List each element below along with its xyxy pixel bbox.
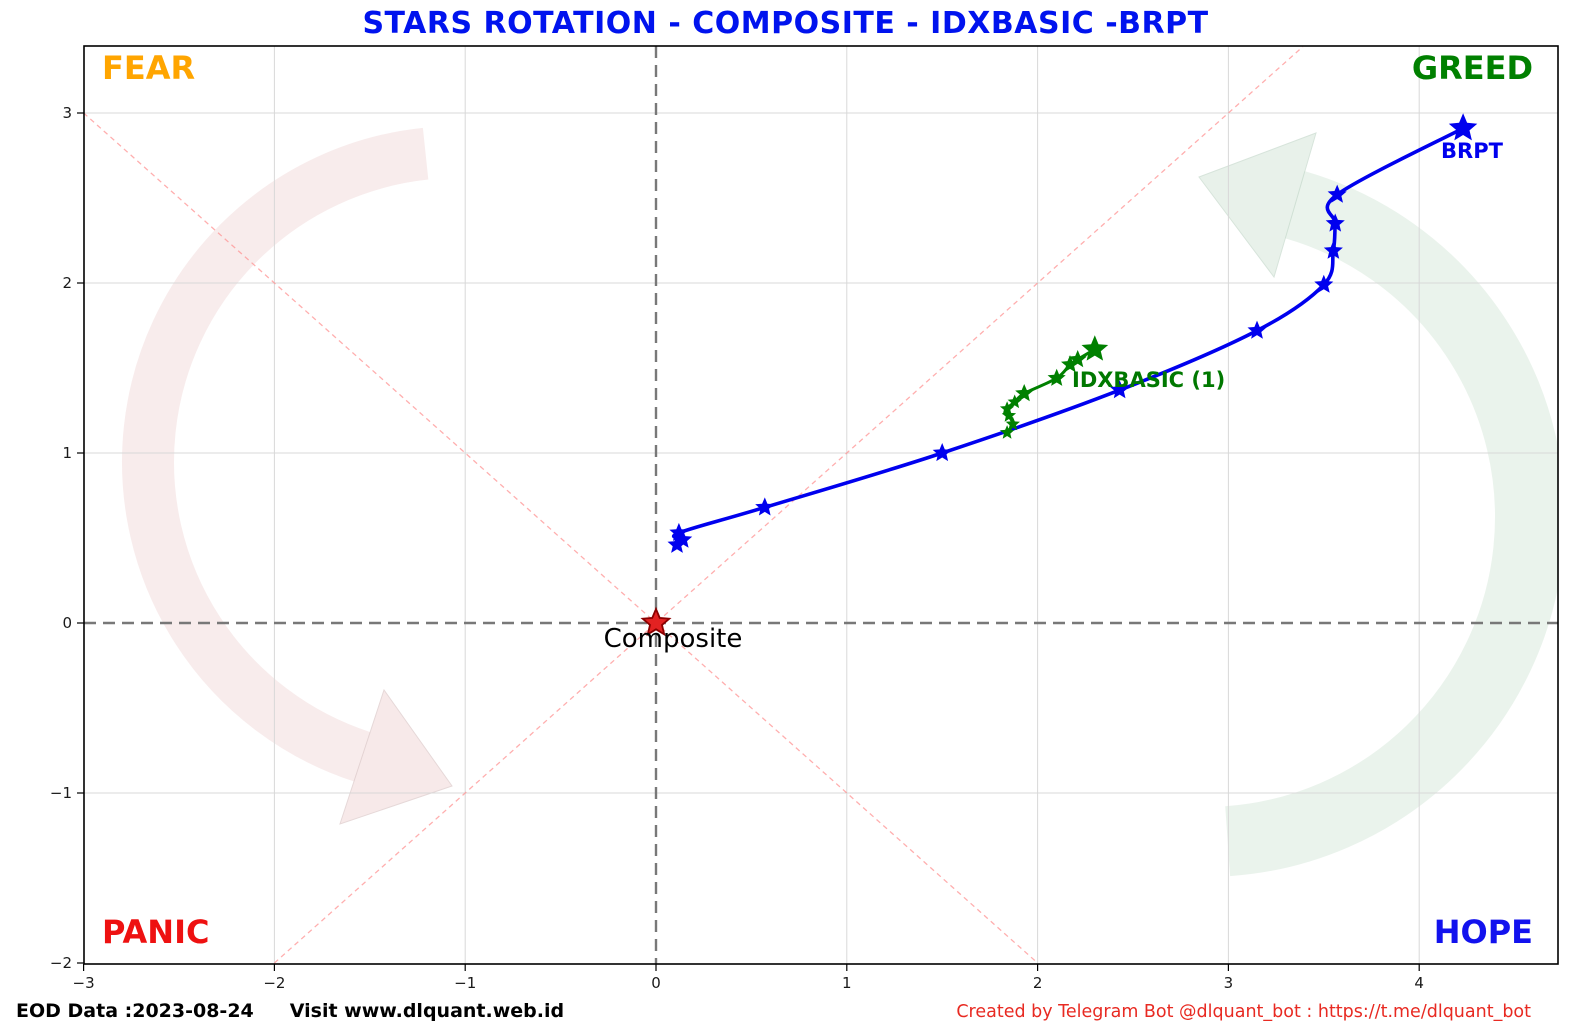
x-tick-label: −2: [263, 974, 285, 992]
brpt-star-marker: [1314, 274, 1334, 293]
y-tick-label: 1: [62, 444, 72, 462]
idxbasic-star-marker: [1015, 384, 1034, 402]
brpt-star-marker: [1325, 213, 1345, 232]
quadrant-label-fear: FEAR: [102, 49, 196, 87]
brpt-star-marker: [1327, 184, 1347, 203]
idxbasic-star-marker: [1001, 408, 1017, 422]
quadrant-label-panic: PANIC: [102, 913, 210, 951]
idxbasic-star-marker: [1061, 355, 1080, 373]
credit-text: Created by Telegram Bot @dlquant_bot : h…: [956, 1002, 1531, 1022]
x-tick-label: −1: [454, 974, 476, 992]
diagonal-y-equals-minus-x: [83, 112, 1039, 964]
x-tick-label: 3: [1224, 974, 1234, 992]
quadrant-label-hope: HOPE: [1433, 913, 1533, 951]
chart-title: STARS ROTATION - COMPOSITE - IDXBASIC -B…: [362, 6, 1209, 41]
x-tick-label: −3: [73, 974, 95, 992]
y-tick-label: −1: [50, 784, 72, 802]
y-tick-label: 0: [62, 614, 72, 632]
diagonal-y-equals-x: [273, 46, 1304, 964]
fear-panic-arrowhead: [339, 688, 453, 825]
y-tick-label: 2: [62, 274, 72, 292]
x-tick-label: 1: [842, 974, 852, 992]
rotation-arrows: [122, 127, 1558, 877]
footer-left: EOD Data :2023-08-24 Visit www.dlquant.w…: [16, 1000, 564, 1022]
idxbasic-star-marker: [1047, 368, 1066, 386]
brpt-star-marker: [932, 443, 952, 462]
idxbasic-star-marker: [999, 401, 1015, 415]
brpt-star-marker: [1448, 113, 1478, 141]
quadrant-label-greed: GREED: [1411, 49, 1533, 87]
brpt-star-marker: [1323, 240, 1343, 259]
visit-site-text: Visit www.dlquant.web.id: [289, 1000, 565, 1022]
x-tick-label: 4: [1414, 974, 1424, 992]
idxbasic-star-marker: [1005, 416, 1020, 431]
brpt-point-label: BRPT: [1441, 139, 1503, 163]
brpt-star-marker: [755, 497, 775, 516]
y-tick-label: −2: [50, 954, 72, 972]
hope-greed-rotation-arrow: [1225, 170, 1558, 877]
brpt-star-marker: [667, 534, 687, 553]
fear-panic-rotation-arrow: [122, 127, 429, 782]
eod-date-text: EOD Data :2023-08-24: [16, 1000, 254, 1022]
x-tick-label: 0: [651, 974, 661, 992]
brpt-star-marker: [1247, 320, 1267, 339]
idxbasic-star-marker: [1068, 350, 1087, 368]
y-tick-label: 3: [62, 104, 72, 122]
idxbasic-point-label: IDXBASIC (1): [1072, 368, 1226, 392]
composite-point-label: Composite: [603, 624, 743, 654]
idxbasic-star-marker: [1081, 335, 1109, 361]
brpt-star-marker: [1110, 380, 1130, 399]
idxbasic-star-marker: [1007, 394, 1022, 409]
x-tick-label: 2: [1033, 974, 1043, 992]
brpt-star-marker: [669, 522, 689, 541]
brpt-trail-line: [671, 126, 1465, 547]
idxbasic-star-marker: [999, 425, 1015, 439]
plot-border: [83, 45, 1559, 965]
composite-star-marker: [640, 606, 672, 637]
